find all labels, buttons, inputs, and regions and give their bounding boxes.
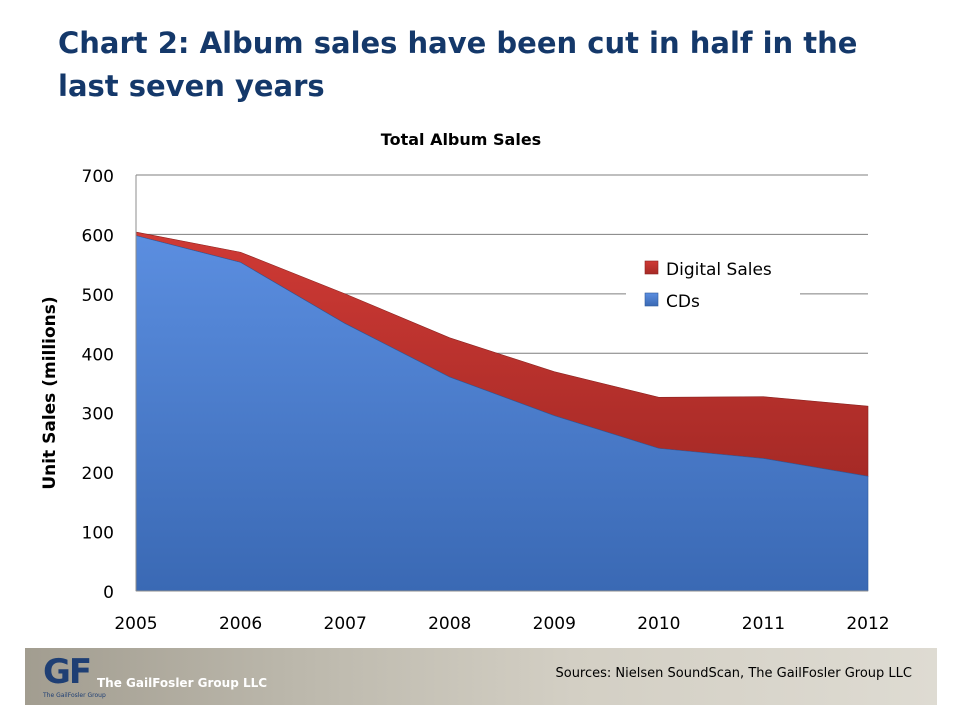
chart-title: Total Album Sales <box>381 130 541 149</box>
x-tick-label: 2010 <box>637 614 680 634</box>
x-tick-label: 2011 <box>742 614 785 634</box>
x-tick-label: 2005 <box>114 614 157 634</box>
company-name: The GailFosler Group LLC <box>97 676 268 690</box>
y-tick-label: 400 <box>82 345 114 365</box>
y-tick-label: 300 <box>82 405 114 425</box>
x-tick-label: 2007 <box>324 614 367 634</box>
slide-title: Chart 2: Album sales have been cut in ha… <box>58 26 858 103</box>
y-tick-label: 100 <box>82 524 114 544</box>
x-tick-label: 2012 <box>846 614 889 634</box>
sources-note: Sources: Nielsen SoundScan, The GailFosl… <box>555 666 912 681</box>
y-tick-label: 600 <box>82 226 114 246</box>
y-tick-label: 200 <box>82 464 114 484</box>
legend-label: CDs <box>666 292 700 312</box>
logo-subtext: The GailFosler Group <box>43 692 106 699</box>
legend-label: Digital Sales <box>666 260 772 280</box>
y-axis-label: Unit Sales (millions) <box>40 296 60 489</box>
legend-swatch <box>644 292 659 307</box>
legend-swatch <box>644 260 659 275</box>
y-tick-label: 500 <box>82 286 114 306</box>
footer-bar: GF The GailFosler Group The GailFosler G… <box>25 648 937 705</box>
area-chart: Total Album Sales Unit Sales (millions) … <box>40 130 890 634</box>
y-tick-label: 0 <box>103 583 114 603</box>
x-tick-label: 2009 <box>533 614 576 634</box>
x-tick-label: 2008 <box>428 614 471 634</box>
company-logo: GF <box>43 652 92 692</box>
legend: Digital Sales CDs <box>626 250 800 322</box>
y-tick-label: 700 <box>82 167 114 187</box>
x-tick-label: 2006 <box>219 614 262 634</box>
series-area-cds <box>135 235 869 592</box>
